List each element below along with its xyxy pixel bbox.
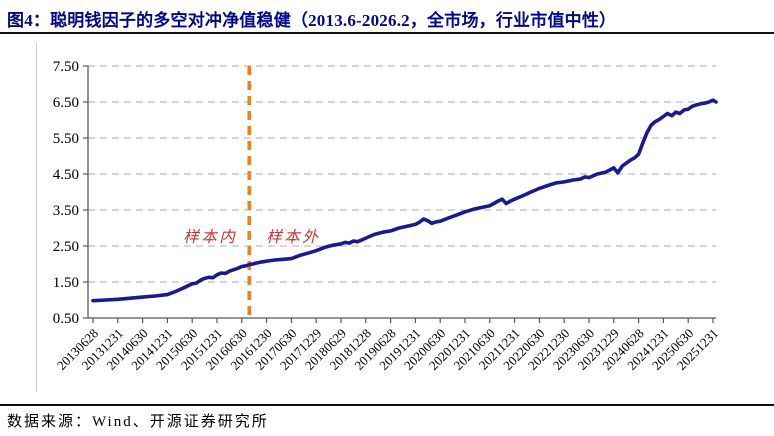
svg-text:0.50: 0.50 [53,311,79,327]
svg-text:6.50: 6.50 [53,95,79,111]
svg-text:3.50: 3.50 [53,203,79,219]
line-chart: 7.506.505.504.503.502.501.500.5020130628… [53,59,721,373]
svg-text:7.50: 7.50 [53,59,79,75]
footer-divider-rule [0,404,774,406]
title-divider-rule [0,32,774,34]
svg-text:5.50: 5.50 [53,131,79,147]
svg-text:1.50: 1.50 [53,275,79,291]
svg-text:4.50: 4.50 [53,167,79,183]
svg-text:样本外: 样本外 [266,228,320,246]
svg-text:2.50: 2.50 [53,239,79,255]
data-source-note: 数据来源：Wind、开源证券研究所 [7,414,269,430]
layout-border-line [36,43,37,392]
svg-text:样本内: 样本内 [183,228,237,246]
figure-title: 图4：聪明钱因子的多空对冲净值稳健（2013.6-2026.2，全市场，行业市值… [7,11,617,30]
